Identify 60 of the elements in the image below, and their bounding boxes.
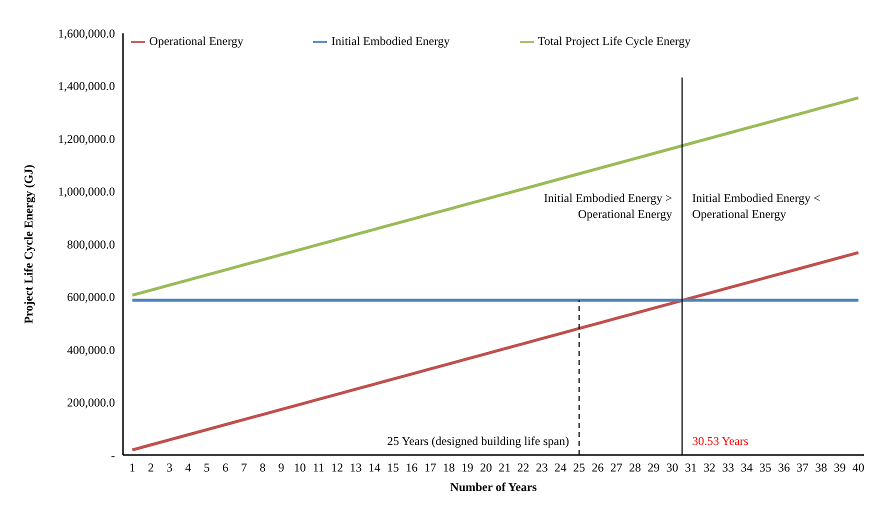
x-tick-label: 38 [815,460,828,475]
y-tick-label: 800,000.0 [67,237,115,252]
legend-label: Operational Energy [149,34,244,48]
annotation: Initial Embodied Energy > Operational Energy [544,190,672,221]
x-tick-label: 21 [498,460,511,475]
x-tick-label: 7 [241,460,248,475]
x-tick-label: 24 [554,460,567,475]
x-tick-label: 4 [185,460,192,475]
x-tick-label: 31 [684,460,697,475]
x-tick-label: 26 [592,460,604,475]
x-tick-label: 34 [740,460,753,475]
x-tick-label: 8 [260,460,266,475]
x-tick-label: 6 [222,460,228,475]
line-series [130,251,860,452]
y-tick-label: 200,000.0 [67,396,115,410]
x-tick-label: 14 [368,460,380,475]
x-tick-label: 29 [648,460,660,475]
x-tick-label: 20 [480,460,492,475]
ref-line-label: 25 Years (designed building life span) [387,434,570,448]
x-axis-title: Number of Years [450,480,538,494]
x-tick-label: 23 [536,460,548,475]
x-tick-label: 32 [703,460,716,475]
x-tick-label: 10 [294,460,306,475]
x-tick-label: 3 [166,460,173,475]
y-tick-label: 1,200,000.0 [58,132,115,146]
x-tick-label: 11 [312,460,324,475]
y-tick-label: - [111,448,115,462]
x-tick-label: 25 [573,460,586,475]
x-tick-label: 39 [834,460,846,475]
y-tick-label: 1,400,000.0 [58,79,115,94]
y-tick-label: 1,000,000.0 [58,184,115,199]
x-tick-label: 27 [610,460,622,475]
x-tick-label: 33 [722,460,734,475]
line-series [130,96,860,297]
x-tick-label: 22 [517,460,530,475]
x-tick-label: 1 [129,460,136,475]
x-tick-label: 40 [852,460,864,475]
x-tick-label: 36 [778,460,790,475]
y-tick-label: 600,000.0 [67,290,115,304]
x-tick-label: 12 [331,460,344,475]
x-tick-label: 2 [148,460,154,475]
x-tick-label: 28 [628,460,641,475]
x-tick-label: 37 [796,460,809,475]
y-axis-title: Project Life Cycle Energy (GJ) [21,164,36,324]
x-tick-label: 35 [759,460,772,475]
x-tick-label: 19 [461,460,474,475]
legend-label: Total Project Life Cycle Energy [538,34,691,48]
y-tick-label: 1,600,000.0 [58,26,115,41]
annotation: Initial Embodied Energy < Operational Energy [692,190,821,221]
legend-label: Initial Embodied Energy [331,34,450,48]
x-tick-label: 17 [424,460,436,475]
x-tick-label: 13 [350,460,362,475]
x-tick-label: 9 [278,460,284,475]
ref-line-label: 30.53 Years [692,434,749,448]
x-tick-label: 16 [406,460,418,475]
x-tick-label: 15 [386,460,399,475]
y-tick-label: 400,000.0 [67,342,115,357]
x-tick-label: 5 [204,460,210,475]
x-tick-label: 18 [442,460,455,475]
x-tick-label: 30 [666,460,678,475]
